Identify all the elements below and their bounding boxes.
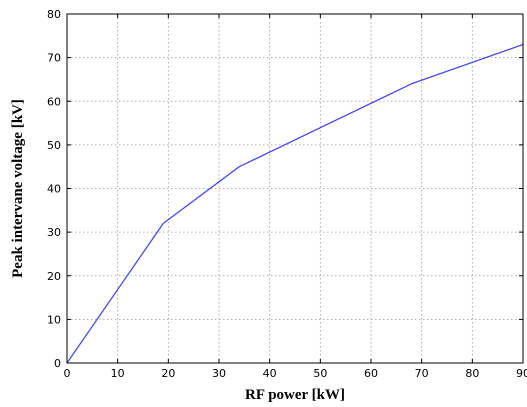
x-tick-label: 30 — [212, 367, 226, 380]
y-tick-label: 60 — [47, 95, 61, 108]
y-tick-label: 70 — [47, 52, 61, 65]
y-axis-title: Peak intervane voltage [kV] — [10, 99, 26, 278]
x-tick-label: 70 — [415, 367, 429, 380]
y-tick-label: 30 — [47, 226, 61, 239]
y-tick-labels: 0 10 20 30 40 50 60 70 80 — [47, 8, 61, 370]
y-tick-label: 80 — [47, 8, 61, 21]
x-tick-label: 10 — [111, 367, 125, 380]
x-tick-labels: 0 10 20 30 40 50 60 70 80 90 — [64, 367, 527, 380]
x-tick-label: 50 — [313, 367, 327, 380]
grid — [67, 14, 523, 363]
tick-marks — [66, 13, 524, 364]
y-tick-label: 40 — [47, 183, 61, 196]
x-tick-label: 90 — [516, 367, 527, 380]
x-tick-label: 20 — [161, 367, 175, 380]
y-tick-label: 20 — [47, 270, 61, 283]
x-axis-title: RF power [kW] — [245, 387, 345, 403]
x-tick-label: 80 — [465, 367, 479, 380]
x-tick-label: 0 — [64, 367, 71, 380]
series-line-0 — [66, 43, 524, 364]
y-tick-label: 0 — [54, 357, 61, 370]
x-tick-label: 40 — [263, 367, 277, 380]
y-tick-label: 50 — [47, 139, 61, 152]
y-tick-label: 10 — [47, 313, 61, 326]
series-layer — [66, 43, 524, 364]
x-tick-label: 60 — [364, 367, 378, 380]
